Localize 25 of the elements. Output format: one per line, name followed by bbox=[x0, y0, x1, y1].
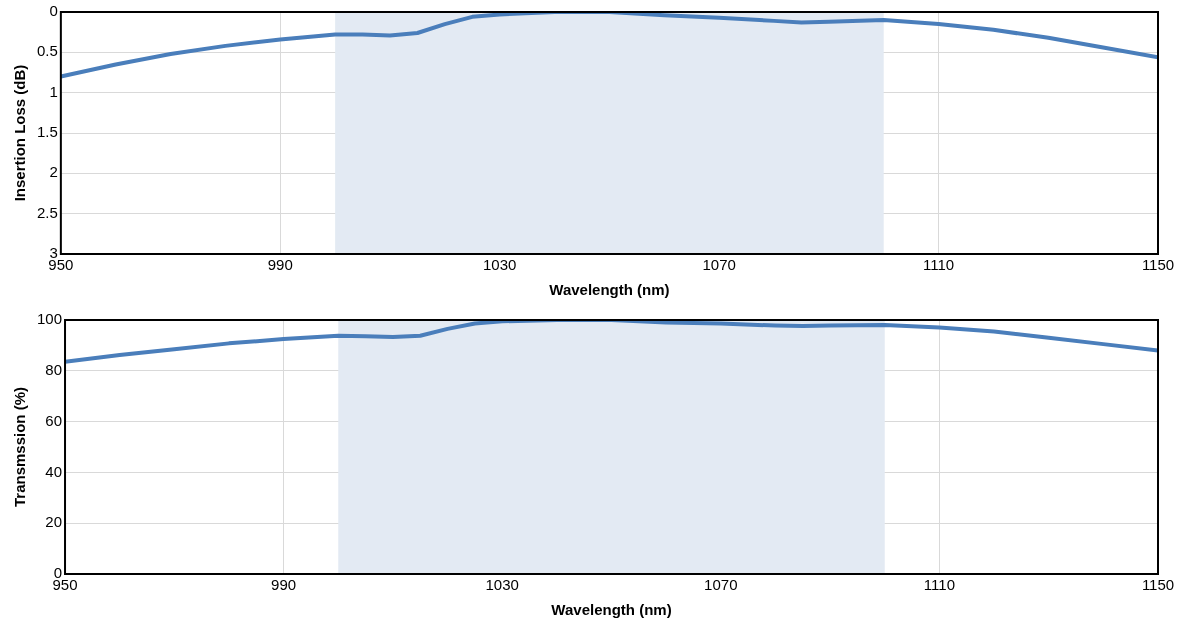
y-tick-label: 60 bbox=[45, 411, 63, 429]
x-tick-label: 1110 bbox=[922, 256, 955, 274]
y-tick-label: 20 bbox=[45, 513, 63, 531]
y-tick-label: 1.5 bbox=[36, 123, 58, 141]
x-tick-label: 1070 bbox=[704, 576, 738, 594]
x-tick-label: 1110 bbox=[923, 576, 955, 594]
x-tick-label: 1030 bbox=[483, 256, 517, 274]
y-tick-label: 100 bbox=[37, 310, 63, 328]
x-axis-title: Wavelength (nm) bbox=[549, 281, 670, 299]
y-tick-label: 0 bbox=[49, 2, 58, 20]
x-tick-label: 1030 bbox=[485, 576, 519, 594]
y-tick-label: 2 bbox=[49, 163, 58, 181]
y-tick-label: 2.5 bbox=[36, 203, 58, 221]
x-tick-label: 1070 bbox=[702, 256, 736, 274]
y-axis-title: Transmssion (%) bbox=[11, 386, 29, 508]
x-tick-label: 990 bbox=[271, 576, 297, 594]
x-tick-label: 1150 bbox=[1141, 256, 1175, 274]
y-tick-label: 1 bbox=[49, 82, 58, 100]
y-tick-label: 0.5 bbox=[36, 42, 58, 60]
x-axis-title: Wavelength (nm) bbox=[551, 601, 672, 619]
x-tick-label: 990 bbox=[267, 256, 293, 274]
y-tick-label: 80 bbox=[45, 360, 63, 378]
y-tick-label: 40 bbox=[45, 462, 63, 480]
x-tick-label: 1150 bbox=[1141, 576, 1175, 594]
y-axis-title: Insertion Loss (dB) bbox=[11, 64, 29, 202]
